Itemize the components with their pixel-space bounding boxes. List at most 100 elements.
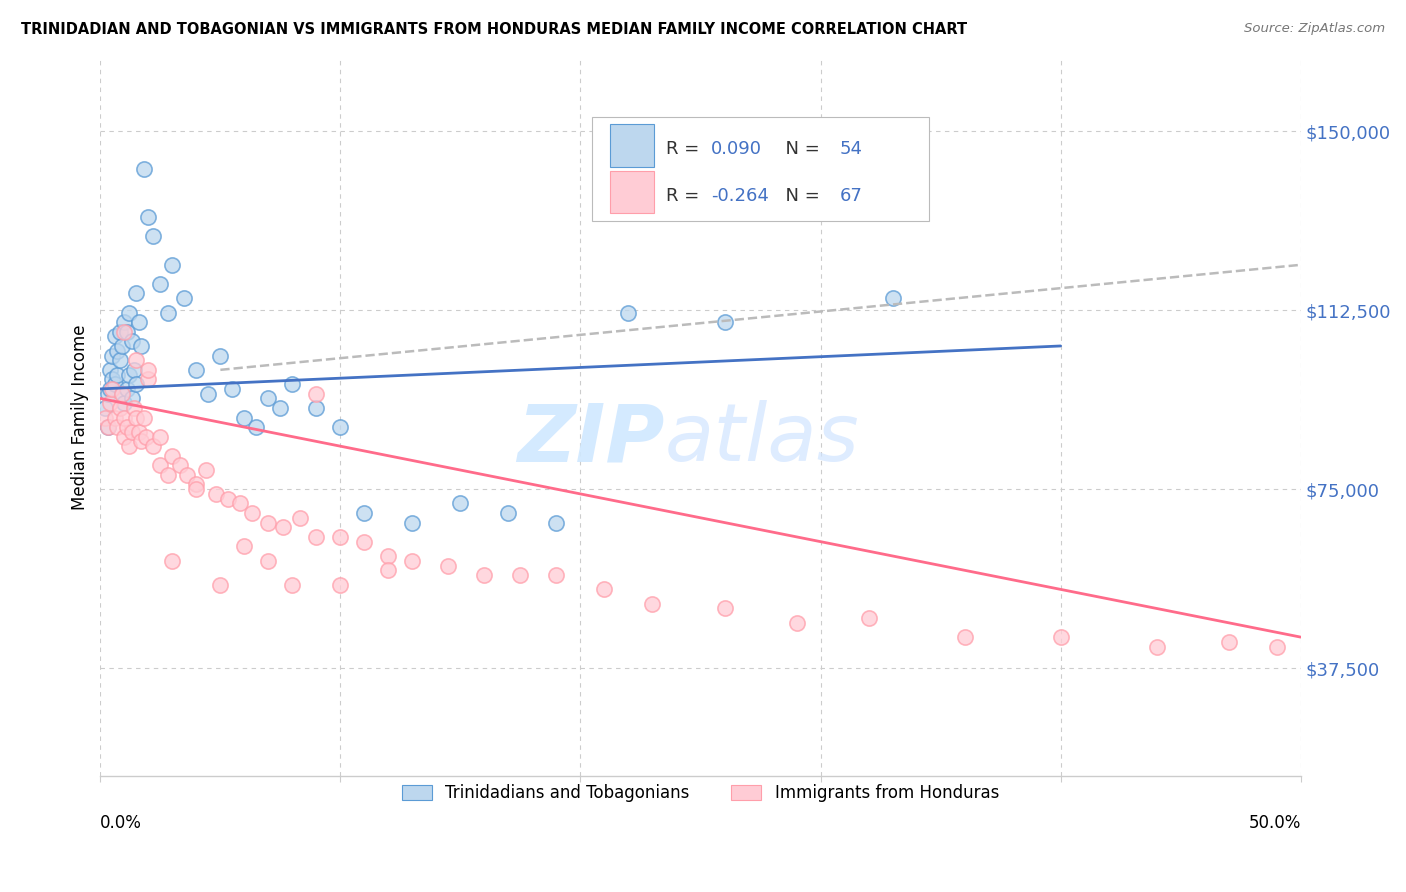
- Point: [105, 420, 128, 434]
- Point: [149, 458, 172, 473]
- Point: [129, 434, 152, 449]
- Point: [98, 382, 121, 396]
- Point: [281, 377, 304, 392]
- Point: [437, 558, 460, 573]
- Point: [121, 334, 143, 349]
- Point: [96, 420, 118, 434]
- Point: [98, 363, 121, 377]
- Point: [128, 425, 150, 439]
- Text: 0.0%: 0.0%: [100, 814, 142, 832]
- Point: [713, 601, 735, 615]
- Point: [138, 372, 160, 386]
- Point: [149, 277, 172, 291]
- Point: [94, 401, 117, 415]
- Text: N =: N =: [773, 140, 825, 159]
- Y-axis label: Median Family Income: Median Family Income: [72, 325, 89, 510]
- Point: [142, 229, 165, 244]
- Point: [104, 410, 127, 425]
- Point: [121, 425, 143, 439]
- Text: atlas: atlas: [665, 400, 859, 478]
- Point: [142, 439, 165, 453]
- Point: [132, 410, 155, 425]
- Point: [329, 577, 352, 591]
- Point: [135, 430, 157, 444]
- Point: [149, 430, 172, 444]
- Point: [173, 291, 195, 305]
- Point: [162, 258, 184, 272]
- Point: [713, 315, 735, 329]
- Point: [546, 516, 568, 530]
- Point: [112, 396, 135, 410]
- Point: [112, 315, 135, 329]
- Point: [1218, 635, 1240, 649]
- Text: TRINIDADIAN AND TOBAGONIAN VS IMMIGRANTS FROM HONDURAS MEDIAN FAMILY INCOME CORR: TRINIDADIAN AND TOBAGONIAN VS IMMIGRANTS…: [21, 22, 967, 37]
- Point: [329, 530, 352, 544]
- Point: [257, 554, 280, 568]
- Point: [401, 516, 423, 530]
- Point: [509, 568, 531, 582]
- Text: N =: N =: [773, 186, 825, 205]
- Text: 54: 54: [839, 140, 863, 159]
- Point: [329, 420, 352, 434]
- Legend: Trinidadians and Tobagonians, Immigrants from Honduras: Trinidadians and Tobagonians, Immigrants…: [394, 775, 1007, 810]
- Point: [269, 401, 291, 415]
- Text: -0.264: -0.264: [711, 186, 769, 205]
- Point: [94, 410, 117, 425]
- Point: [271, 520, 294, 534]
- Point: [474, 568, 496, 582]
- Point: [217, 491, 239, 506]
- Point: [401, 554, 423, 568]
- Point: [240, 506, 263, 520]
- Point: [108, 401, 131, 415]
- FancyBboxPatch shape: [610, 170, 654, 213]
- Point: [129, 339, 152, 353]
- Point: [138, 363, 160, 377]
- Point: [169, 458, 191, 473]
- Point: [105, 343, 128, 358]
- Point: [121, 392, 143, 406]
- Point: [882, 291, 904, 305]
- Text: Source: ZipAtlas.com: Source: ZipAtlas.com: [1244, 22, 1385, 36]
- Point: [162, 449, 184, 463]
- Point: [105, 368, 128, 382]
- Point: [194, 463, 217, 477]
- Point: [593, 582, 616, 597]
- Point: [138, 210, 160, 224]
- Point: [209, 349, 232, 363]
- Point: [288, 510, 311, 524]
- Text: 67: 67: [839, 186, 863, 205]
- Point: [257, 516, 280, 530]
- Point: [118, 368, 141, 382]
- Point: [953, 630, 976, 644]
- Point: [128, 315, 150, 329]
- Point: [641, 597, 664, 611]
- Point: [122, 401, 145, 415]
- Point: [305, 386, 328, 401]
- FancyBboxPatch shape: [610, 124, 654, 167]
- Point: [377, 549, 399, 563]
- Text: 50.0%: 50.0%: [1249, 814, 1301, 832]
- Point: [209, 577, 232, 591]
- Point: [1049, 630, 1071, 644]
- Point: [132, 162, 155, 177]
- Point: [108, 325, 131, 339]
- Point: [98, 396, 121, 410]
- Point: [156, 467, 179, 482]
- Point: [112, 325, 135, 339]
- Point: [449, 496, 471, 510]
- Text: ZIP: ZIP: [517, 400, 665, 478]
- Point: [176, 467, 198, 482]
- Point: [233, 540, 256, 554]
- Point: [125, 377, 148, 392]
- Text: R =: R =: [665, 140, 704, 159]
- Point: [1146, 640, 1168, 654]
- Point: [115, 382, 138, 396]
- Point: [786, 615, 808, 630]
- Point: [305, 401, 328, 415]
- Point: [118, 305, 141, 319]
- Point: [233, 410, 256, 425]
- Point: [546, 568, 568, 582]
- Point: [281, 577, 304, 591]
- Point: [125, 353, 148, 368]
- Point: [156, 305, 179, 319]
